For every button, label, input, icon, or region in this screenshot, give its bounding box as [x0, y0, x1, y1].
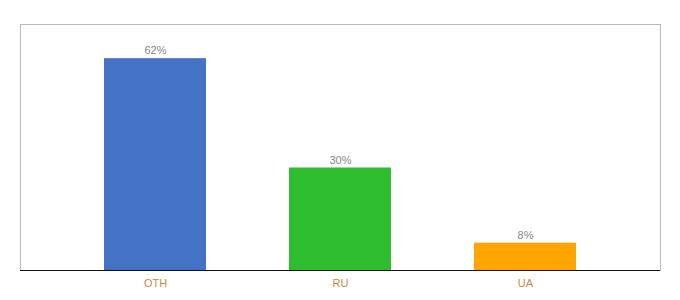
svg-text:62%: 62%	[144, 44, 166, 56]
svg-text:30%: 30%	[329, 154, 351, 166]
svg-text:UA: UA	[518, 277, 534, 289]
svg-text:RU: RU	[333, 277, 349, 289]
svg-text:8%: 8%	[518, 229, 534, 241]
svg-text:OTH: OTH	[144, 277, 167, 289]
